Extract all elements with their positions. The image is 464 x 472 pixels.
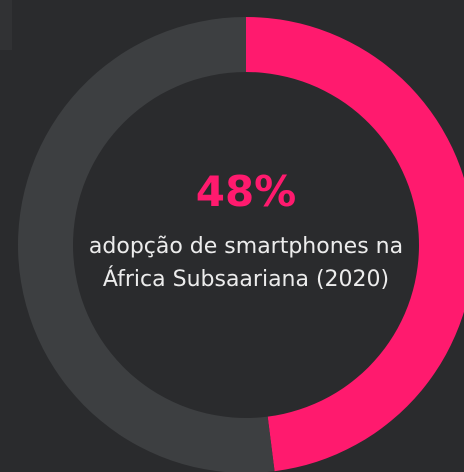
donut-segment (246, 17, 464, 472)
donut-segment (18, 17, 275, 472)
side-panel (0, 0, 12, 50)
center-caption: adopção de smartphones na África Subsaar… (88, 234, 404, 292)
center-value: 48% (195, 167, 297, 216)
